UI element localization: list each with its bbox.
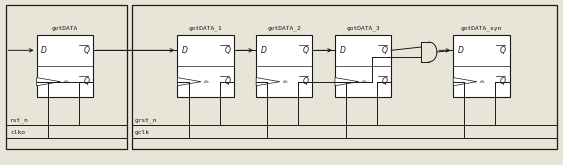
Text: Q: Q	[382, 77, 388, 86]
Text: rst_n: rst_n	[10, 117, 29, 123]
Text: clk: clk	[283, 80, 289, 84]
Text: D: D	[182, 46, 187, 55]
Text: Q: Q	[500, 46, 506, 55]
Bar	[132, 5, 557, 148]
Bar	[177, 35, 234, 97]
Text: Q: Q	[303, 77, 309, 86]
Text: gclk: gclk	[135, 131, 150, 135]
Text: clk: clk	[480, 80, 486, 84]
Bar	[256, 35, 312, 97]
Text: Q: Q	[83, 46, 90, 55]
Text: gotDATA_1: gotDATA_1	[189, 26, 222, 31]
Text: Q: Q	[500, 77, 506, 86]
Polygon shape	[177, 78, 201, 86]
Text: gotDATA_2: gotDATA_2	[267, 26, 301, 31]
Bar	[6, 5, 127, 148]
Text: clk: clk	[361, 80, 368, 84]
Text: D: D	[339, 46, 345, 55]
Text: gotDATA_3: gotDATA_3	[346, 26, 380, 31]
Text: D: D	[41, 46, 47, 55]
Text: clko: clko	[10, 131, 25, 135]
Bar	[335, 35, 391, 97]
Text: gotDATA_syn: gotDATA_syn	[461, 26, 502, 31]
Text: grst_n: grst_n	[135, 117, 158, 123]
Polygon shape	[453, 78, 477, 86]
Text: clk: clk	[63, 80, 69, 84]
Text: Q: Q	[83, 77, 90, 86]
Bar	[37, 35, 93, 97]
Text: D: D	[458, 46, 463, 55]
Polygon shape	[37, 78, 60, 86]
Polygon shape	[335, 78, 359, 86]
Polygon shape	[256, 78, 280, 86]
Text: D: D	[261, 46, 266, 55]
Text: Q: Q	[382, 46, 388, 55]
Text: Q: Q	[303, 46, 309, 55]
Bar	[453, 35, 510, 97]
Text: gotDATA: gotDATA	[52, 26, 78, 31]
Text: Q: Q	[224, 46, 230, 55]
Text: Q: Q	[224, 77, 230, 86]
Text: clk: clk	[204, 80, 210, 84]
